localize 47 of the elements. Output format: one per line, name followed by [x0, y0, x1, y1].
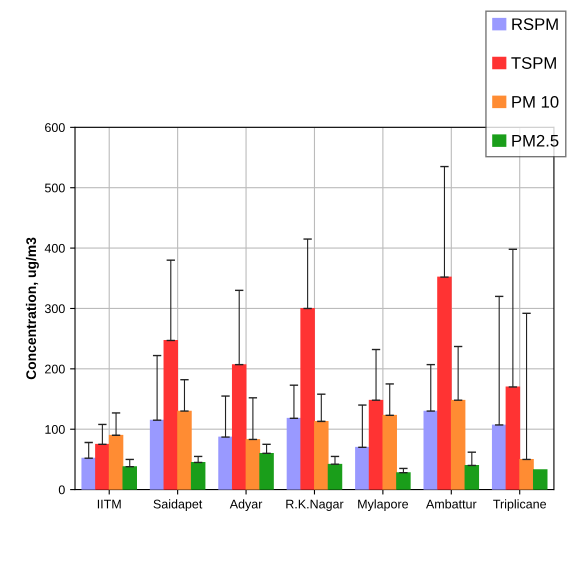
- bar: [300, 308, 315, 490]
- y-tick-label: 100: [45, 425, 65, 434]
- bar: [437, 276, 452, 490]
- bar: [532, 469, 548, 490]
- bar: [450, 400, 466, 490]
- bar: [424, 410, 438, 490]
- bar: [382, 414, 397, 490]
- legend-label: PM 10: [512, 96, 558, 108]
- y-tick-label: 200: [45, 364, 65, 374]
- y-axis-title: Concentration, ug/m3: [26, 238, 39, 380]
- legend-label: RSPM: [512, 18, 558, 30]
- y-tick-label: 300: [44, 304, 65, 314]
- x-tick-label: Mylapore: [358, 499, 408, 511]
- x-tick-label: Triplicane: [493, 499, 546, 511]
- x-tick-label: Adyar: [230, 499, 262, 511]
- bar: [355, 446, 370, 490]
- bar: [81, 458, 96, 490]
- bar: [190, 462, 206, 490]
- x-tick-label: R.K.Nagar: [286, 500, 344, 511]
- bar: [396, 472, 411, 490]
- y-tick-label: 0: [58, 485, 65, 494]
- bar: [218, 436, 233, 490]
- bar: [464, 465, 480, 490]
- x-tick-label: Ambattur: [426, 499, 476, 508]
- bar: [519, 458, 534, 490]
- bar: [492, 424, 506, 490]
- bar: [95, 444, 110, 490]
- y-tick-label: 600: [45, 123, 65, 132]
- bar: [177, 410, 192, 490]
- legend-label: PM2.5: [512, 134, 558, 147]
- bar: [232, 364, 246, 490]
- y-tick-label: 400: [44, 244, 65, 253]
- bar: [150, 420, 164, 490]
- y-tick-label: 500: [44, 184, 65, 192]
- bar: [314, 420, 329, 490]
- x-tick-label: IITM: [98, 500, 121, 508]
- bar: [246, 439, 260, 490]
- bar: [368, 400, 384, 490]
- bar: [122, 466, 138, 490]
- x-tick-label: Saidapet: [154, 499, 202, 511]
- bar: [506, 386, 520, 490]
- bar: [164, 340, 178, 490]
- legend-label: TSPM: [511, 57, 556, 69]
- bar: [259, 452, 274, 490]
- bar: [108, 434, 124, 490]
- bar: [286, 418, 302, 490]
- bar: [328, 464, 342, 490]
